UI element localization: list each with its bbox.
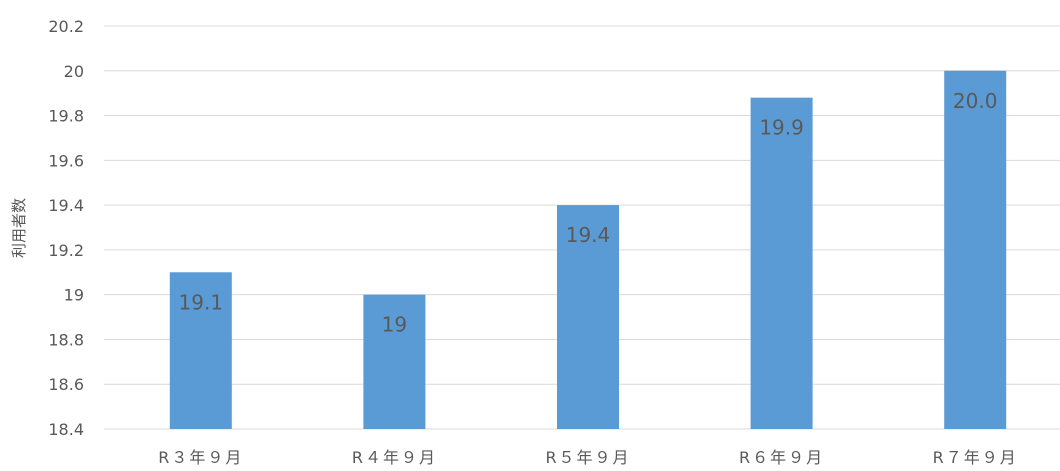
data-labels: 19.1 19 19.4 19.9 20.0	[179, 89, 998, 337]
data-label: 19	[382, 313, 407, 337]
y-tick-label: 18.8	[48, 330, 84, 349]
x-category-label: R４年９月	[352, 448, 437, 467]
bars	[169, 70, 1007, 430]
data-label: 19.9	[759, 116, 804, 140]
data-label: 19.4	[566, 223, 611, 247]
y-tick-label: 20	[64, 62, 84, 81]
y-tick-label: 19.8	[48, 107, 84, 126]
y-tick-label: 19.2	[48, 241, 84, 260]
y-tick-label: 19.4	[48, 196, 84, 215]
y-tick-label: 19	[64, 286, 84, 305]
bar	[750, 97, 813, 430]
x-category-label: R６年９月	[739, 448, 824, 467]
y-tick-label: 18.4	[48, 420, 84, 439]
x-category-label: R７年９月	[933, 448, 1018, 467]
y-axis-label: 利用者数	[10, 198, 28, 258]
bar	[944, 70, 1007, 430]
x-category-label: R５年９月	[545, 448, 630, 467]
y-axis-ticks: 18.4 18.6 18.8 19 19.2 19.4 19.6 19.8 20 20.2	[48, 17, 84, 439]
y-tick-label: 18.6	[48, 375, 84, 394]
data-label: 20.0	[953, 89, 998, 113]
bar	[557, 205, 619, 429]
x-category-label: R３年９月	[158, 448, 243, 467]
bar	[169, 272, 232, 429]
bar	[363, 294, 426, 429]
y-tick-label: 20.2	[48, 17, 84, 36]
x-axis-categories: R３年９月 R４年９月 R５年９月 R６年９月 R７年９月	[158, 448, 1018, 467]
y-tick-label: 19.6	[48, 151, 84, 170]
data-label: 19.1	[179, 290, 224, 314]
